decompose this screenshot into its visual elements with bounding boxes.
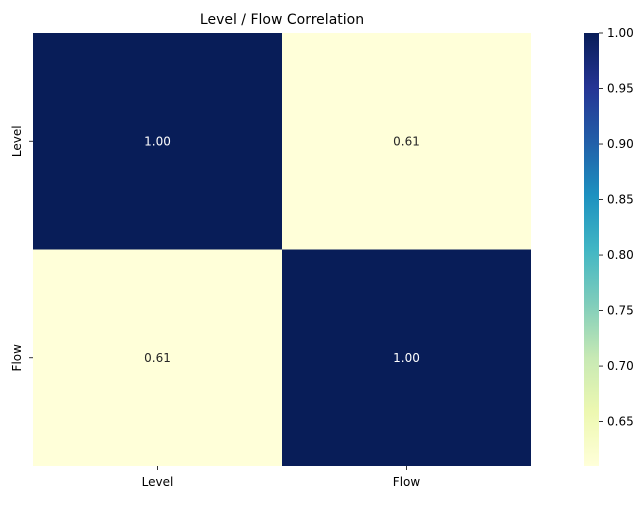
heatmap-cell <box>282 33 531 250</box>
x-tick-label: Level <box>142 475 174 489</box>
heatmap-cell <box>33 33 282 250</box>
heatmap-cell <box>282 249 531 466</box>
colorbar-axis: 0.65 0.70 0.75 0.80 0.85 0.90 0.95 1.00 <box>599 26 634 429</box>
heatmap-cell <box>33 249 282 466</box>
x-tick-label: Flow <box>393 475 421 489</box>
colorbar-tick-label: 0.65 <box>607 415 634 429</box>
colorbar-tick-label: 1.00 <box>607 26 634 40</box>
colorbar-tick-label: 0.75 <box>607 304 634 318</box>
y-axis: Level Flow <box>10 125 33 371</box>
cell-value-label: 1.00 <box>144 134 171 148</box>
x-axis: Level Flow <box>142 466 421 489</box>
colorbar-tick-label: 0.95 <box>607 82 634 96</box>
colorbar-tick-label: 0.90 <box>607 137 634 151</box>
chart-title: Level / Flow Correlation <box>200 12 364 28</box>
cell-value-label: 1.00 <box>393 351 420 365</box>
cell-value-label: 0.61 <box>144 351 171 365</box>
colorbar-tick-label: 0.80 <box>607 248 634 262</box>
colorbar-tick-label: 0.85 <box>607 193 634 207</box>
y-tick-label: Flow <box>10 344 24 372</box>
heatmap-cells: 1.00 0.61 0.61 1.00 <box>33 33 531 466</box>
cell-value-label: 0.61 <box>393 134 420 148</box>
y-tick-label: Level <box>10 125 24 157</box>
colorbar-tick-label: 0.70 <box>607 359 634 373</box>
colorbar <box>584 33 599 466</box>
